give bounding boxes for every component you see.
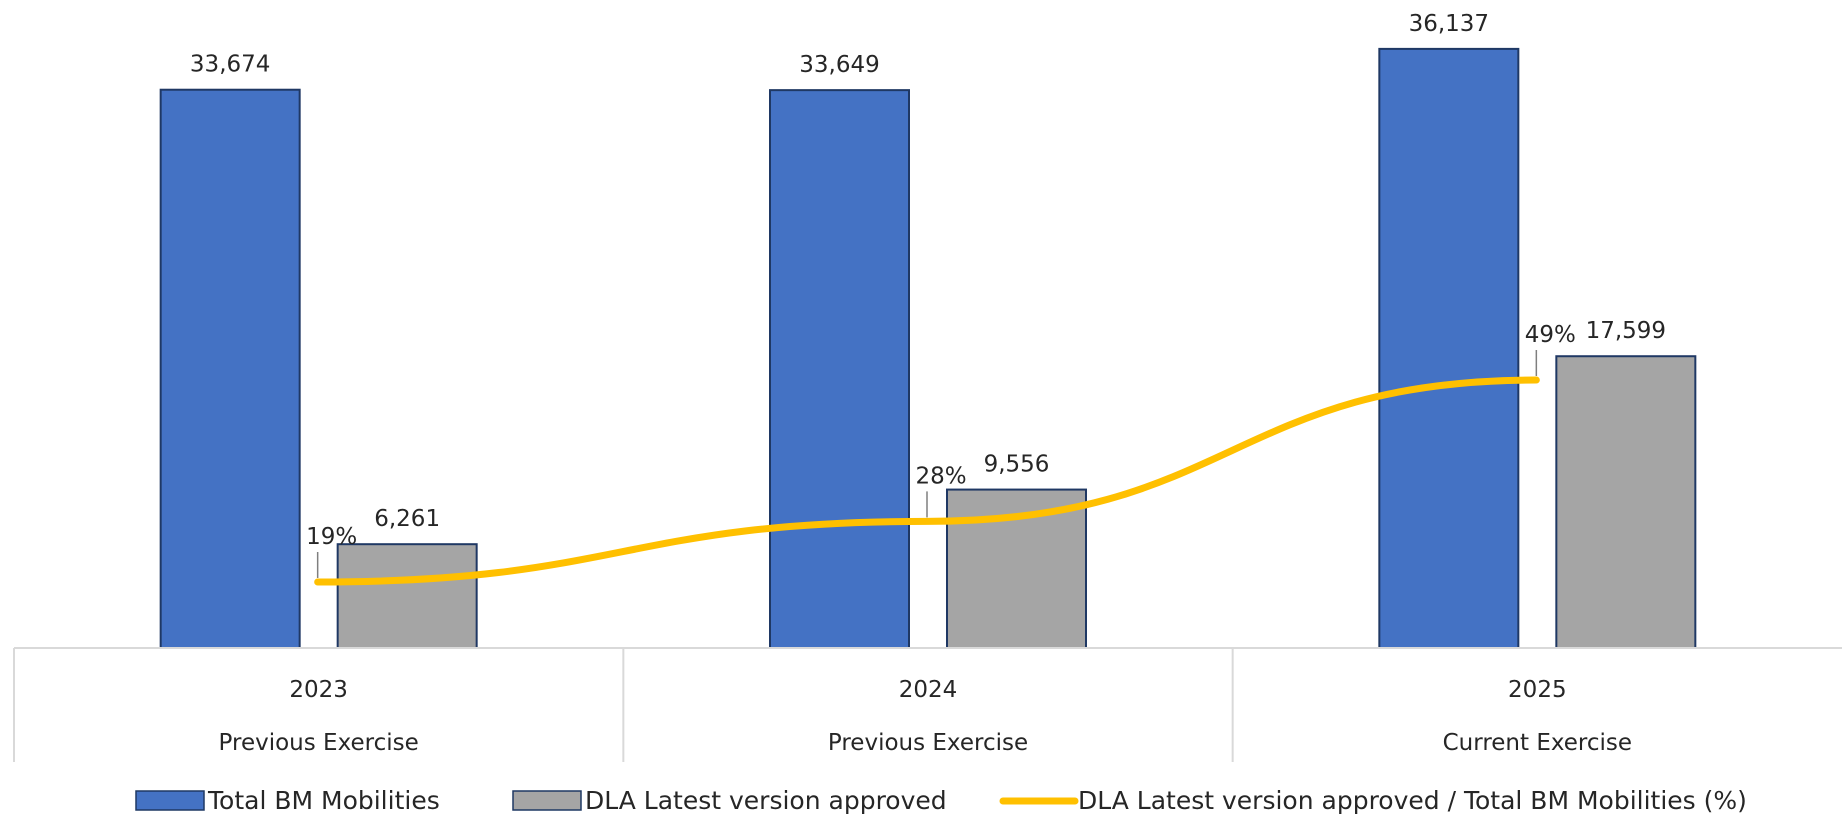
legend-label: DLA Latest version approved bbox=[585, 786, 947, 815]
legend-item-2: DLA Latest version approved bbox=[512, 786, 947, 815]
category-year-label: 2025 bbox=[1508, 677, 1567, 703]
bar-value-label: 33,649 bbox=[799, 52, 879, 78]
category-exercise-label: Current Exercise bbox=[1443, 730, 1632, 756]
bar-dla-latest-approved-2025 bbox=[1555, 355, 1697, 649]
category-year-label: 2024 bbox=[899, 677, 958, 703]
bar-total-bm-mobilities-2024 bbox=[769, 89, 910, 649]
bar-total-bm-mobilities-2025 bbox=[1378, 47, 1520, 649]
legend-swatch bbox=[135, 790, 205, 811]
legend-item-1: Total BM Mobilities bbox=[135, 786, 440, 815]
ratio-line-layer bbox=[314, 376, 1540, 586]
bar-value-label: 36,137 bbox=[1409, 11, 1489, 37]
bar-value-label: 6,261 bbox=[374, 506, 440, 532]
legend-item-3: DLA Latest version approved / Total BM M… bbox=[999, 786, 1747, 815]
bar-value-label: 17,599 bbox=[1586, 318, 1666, 344]
ratio-value-label: 28% bbox=[915, 463, 966, 489]
bars-layer bbox=[159, 47, 1697, 650]
bar-dla-latest-approved-2023 bbox=[336, 543, 478, 650]
data-labels-layer: 33,674 6,261 33,649 9,556 36,137 17,599 19% 28%… bbox=[190, 11, 1666, 578]
bar-value-label: 33,674 bbox=[190, 52, 270, 78]
legend-label: DLA Latest version approved / Total BM M… bbox=[1078, 786, 1747, 815]
bar-total-bm-mobilities-2023 bbox=[159, 88, 301, 650]
ratio-value-label: 49% bbox=[1525, 322, 1576, 348]
bar-value-label: 9,556 bbox=[984, 452, 1050, 478]
category-year-label: 2023 bbox=[289, 677, 348, 703]
category-exercise-label: Previous Exercise bbox=[828, 730, 1028, 756]
ratio-value-label: 19% bbox=[306, 524, 357, 550]
category-exercise-label: Previous Exercise bbox=[219, 730, 419, 756]
category-axis: 2023 Previous Exercise 2024 Previous Exerci… bbox=[13, 647, 1842, 762]
legend: Total BM Mobilities DLA Latest version ap… bbox=[135, 786, 1747, 815]
legend-swatch bbox=[512, 790, 582, 811]
ratio-line bbox=[314, 376, 1540, 586]
legend-label: Total BM Mobilities bbox=[207, 786, 440, 815]
